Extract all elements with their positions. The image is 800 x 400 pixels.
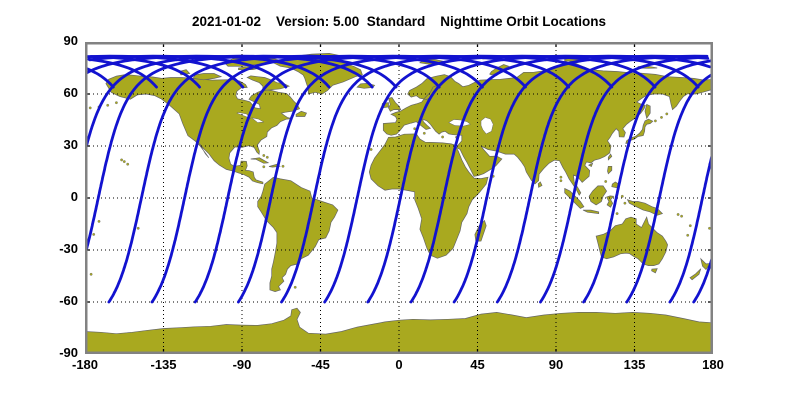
x-tick-label: 90 [548,357,564,372]
orbit-track [84,54,331,89]
orbit-track [582,59,712,304]
x-tick-label: -135 [150,357,177,372]
plot-title: 2021-01-02 Version: 5.00 Standard Nightt… [191,14,607,29]
orbit-track [323,54,657,304]
x-tick-label: -90 [232,357,252,372]
y-tick-label: 0 [70,189,78,204]
x-tick-label: -45 [311,357,330,372]
orbit-track [88,54,288,89]
x-tick-label: 180 [702,357,724,372]
land-nz_south [689,268,702,281]
orbit-track [452,54,710,304]
land-java [582,209,600,214]
land-nz_north [700,257,711,271]
land-tasmania [651,268,658,274]
land-uk [388,97,402,112]
orbit-track [280,54,614,304]
orbit-track [625,73,713,304]
land-hainan [588,162,594,167]
y-tick-label: -90 [59,345,78,360]
land-borneo [588,185,608,206]
orbit-track [495,54,709,304]
water-caspian_sea [480,117,494,135]
x-tick-label: 0 [395,357,403,372]
land-sri_lanka [537,181,543,188]
land-australia [595,216,668,266]
land-greenland [272,52,363,95]
orbit-track [366,54,700,304]
world-map-svg [83,41,715,355]
orbit-track [539,55,704,304]
land-luzon [607,165,613,175]
land-sakhalin [644,103,651,120]
water-black_sea [448,119,472,127]
y-tick-label: -60 [59,293,78,308]
x-tick-label: -180 [71,357,99,372]
y-tick-label: -30 [59,241,78,256]
orbit-track [409,54,712,304]
y-tick-label: 30 [63,137,78,152]
orbit-track [193,54,527,304]
x-tick-label: 45 [470,357,485,372]
land-africa [368,133,489,259]
y-tick-label: 60 [63,85,78,100]
land-taiwan [607,153,613,161]
y-tick-label: 90 [63,33,78,48]
orbit-track [668,150,715,304]
land-eurasia [382,62,714,196]
world-map-plot [83,41,715,355]
land-newfoundland [295,110,307,117]
land-south_america [257,176,339,292]
land-sulawesi [606,195,615,208]
x-tick-label: 135 [623,357,646,372]
land-cuba [250,157,270,164]
water-great_lakes_east [251,117,265,123]
orbit-track [237,54,571,304]
orbit-track [83,54,374,152]
land-new_guinea [626,199,664,216]
